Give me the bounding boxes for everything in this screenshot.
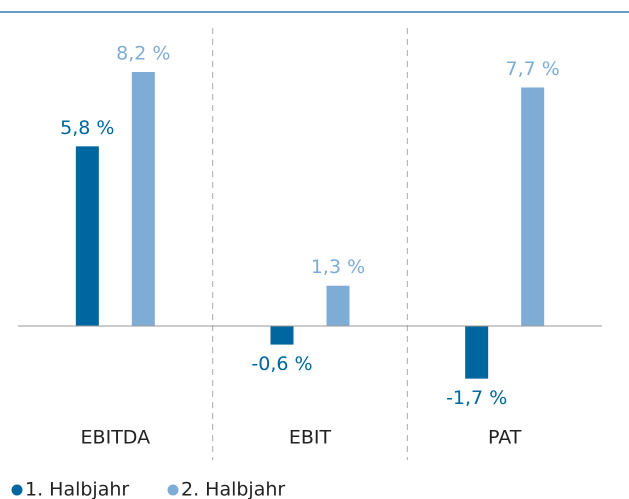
bar bbox=[131, 72, 155, 326]
bar bbox=[521, 87, 545, 326]
legend-label: 2. Halbjahr bbox=[181, 479, 285, 499]
value-label: 7,7 % bbox=[506, 58, 560, 80]
value-label: -0,6 % bbox=[251, 353, 312, 375]
value-label: 5,8 % bbox=[60, 117, 114, 139]
bar bbox=[75, 146, 99, 326]
value-label: -1,7 % bbox=[446, 387, 507, 409]
value-label: 8,2 % bbox=[116, 43, 170, 65]
legend-marker bbox=[167, 484, 179, 496]
x-tick-label: EBIT bbox=[289, 427, 332, 449]
legend-label: 1. Halbjahr bbox=[25, 479, 129, 499]
x-tick-label: EBITDA bbox=[81, 427, 151, 449]
x-tick-label: PAT bbox=[488, 427, 522, 449]
legend-marker bbox=[11, 484, 23, 496]
bar bbox=[465, 326, 489, 379]
bar bbox=[326, 285, 350, 326]
bar bbox=[270, 326, 294, 345]
value-label: 1,3 % bbox=[311, 256, 365, 278]
